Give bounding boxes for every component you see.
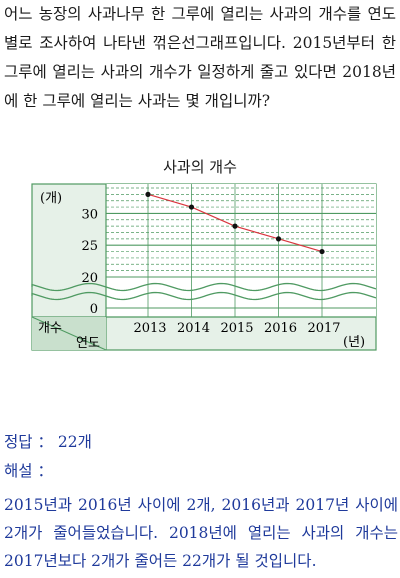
question-text: 어느 농장의 사과나무 한 그루에 열리는 사과의 개수를 연도별로 조사하여 … xyxy=(4,5,396,110)
y-axis-name: 개수 xyxy=(38,321,62,336)
y-tick-label: 20 xyxy=(81,271,98,286)
y-tick-label: 30 xyxy=(81,207,98,222)
x-tick-label: 2015 xyxy=(220,321,253,336)
y-tick-label: 0 xyxy=(90,302,98,317)
explanation-text: 2015년과 2016년 사이에 2개, 2016년과 2017년 사이에 2개… xyxy=(4,496,398,570)
data-point xyxy=(319,248,325,255)
axis-break-wave xyxy=(31,282,377,292)
chart-title: 사과의 개수 xyxy=(163,158,237,176)
explanation-label: 해설 ： xyxy=(4,462,53,480)
corner-diagonal xyxy=(31,316,107,351)
data-point xyxy=(232,223,238,229)
x-tick-label: 2016 xyxy=(264,321,297,336)
y-unit-label: (개) xyxy=(40,191,62,206)
x-tick-label: 2013 xyxy=(133,321,166,336)
x-unit-label: (년) xyxy=(343,335,365,350)
answer-label: 정답 ： 22개 xyxy=(4,433,92,451)
y-tick-label: 25 xyxy=(81,239,98,254)
x-axis-name: 연도 xyxy=(76,336,100,351)
x-tick-label: 2017 xyxy=(307,321,340,336)
data-point xyxy=(145,191,151,197)
plot-area xyxy=(106,184,376,317)
axis-break-wave xyxy=(31,291,377,301)
data-point xyxy=(188,204,195,210)
x-tick-label: 2014 xyxy=(177,321,210,336)
data-point xyxy=(275,236,282,242)
